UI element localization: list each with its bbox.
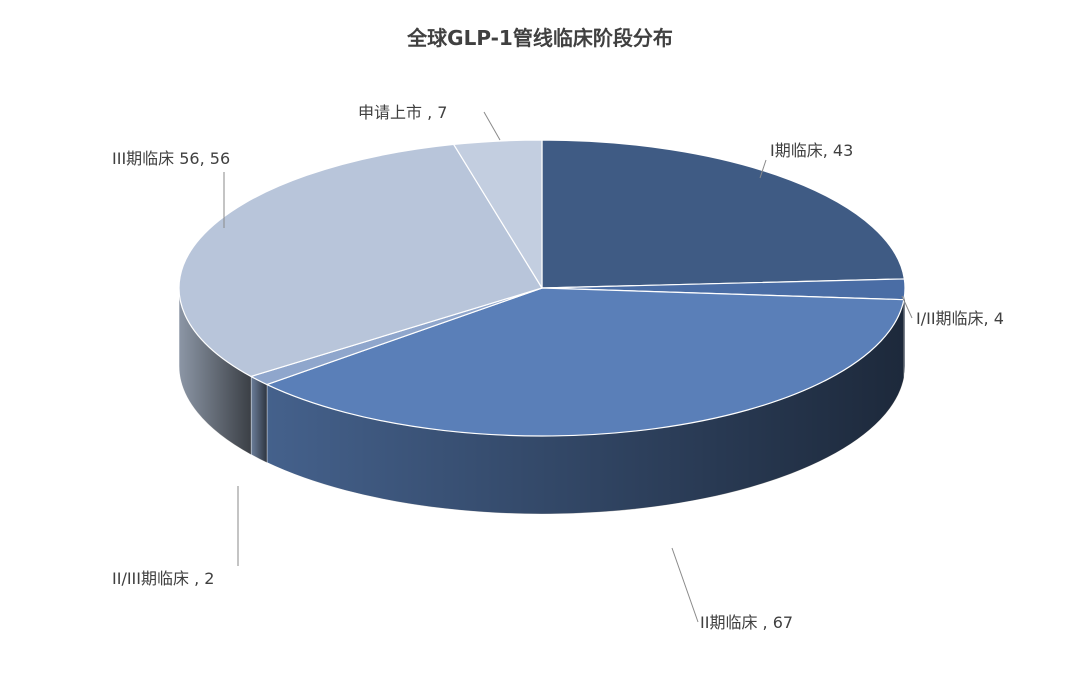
leader-line-2 [671, 547, 699, 623]
pie-side-shade-2 [266, 299, 904, 514]
pie-slice-2 [266, 287, 905, 437]
data-label-5: 申请上市 , 7 [358, 103, 447, 122]
data-label-1: I/II期临床, 4 [916, 309, 1004, 328]
data-label-4: III期临床 56, 56 [112, 149, 230, 168]
chart-title: 全球GLP-1管线临床阶段分布 [407, 26, 673, 50]
pie-slice-5 [453, 139, 543, 289]
pie-side-shade-3 [250, 376, 267, 463]
leader-line-0 [759, 159, 767, 179]
pie-side-shade-4 [179, 288, 251, 455]
data-label-3: II/III期临床 , 2 [112, 569, 214, 588]
leader-line-5 [483, 111, 501, 141]
pie-slice-4 [178, 143, 543, 378]
leader-line-1 [901, 295, 913, 319]
data-label-0: I期临床, 43 [770, 141, 853, 160]
pie-slice-0 [541, 139, 905, 289]
data-label-2: II期临床 , 67 [700, 613, 793, 632]
